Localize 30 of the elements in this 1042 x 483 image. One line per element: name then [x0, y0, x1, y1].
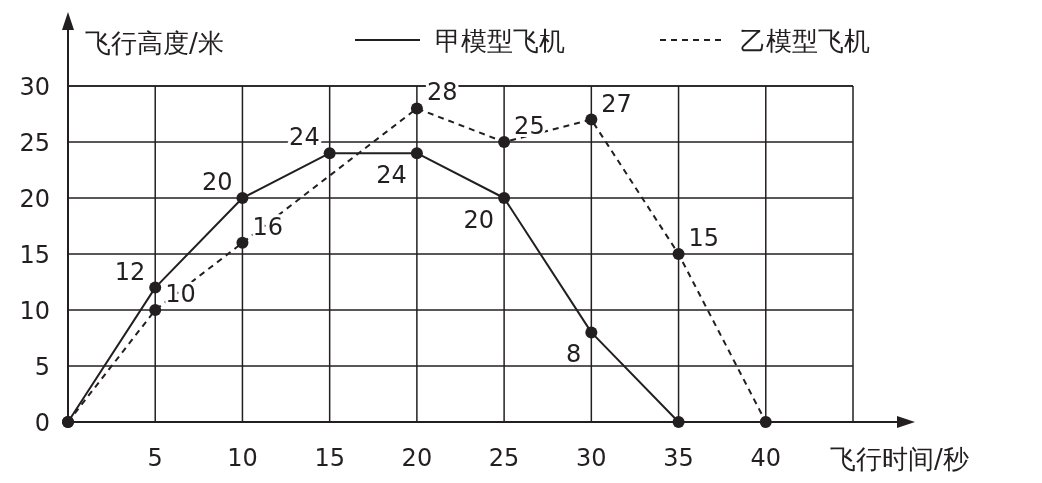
x-tick-label: 10 — [227, 444, 258, 472]
data-label: 15 — [688, 224, 720, 252]
x-tick-label: 25 — [488, 444, 520, 472]
data-label: 10 — [165, 280, 196, 308]
legend-label: 甲模型飞机 — [435, 26, 565, 56]
y-tick-label: 5 — [34, 353, 50, 381]
x-tick-label: 20 — [401, 444, 433, 472]
y-tick-label: 10 — [19, 297, 50, 325]
y-tick-label: 15 — [19, 241, 50, 269]
x-tick-label: 30 — [576, 444, 607, 472]
data-label: 16 — [252, 212, 283, 241]
data-label: 12 — [114, 257, 146, 286]
y-tick-label: 25 — [19, 129, 50, 157]
data-label: 28 — [426, 78, 458, 107]
data-label: 20 — [463, 206, 495, 234]
legend-label: 乙模型飞机 — [740, 26, 870, 56]
y-tick-label: 30 — [19, 73, 50, 101]
data-label: 24 — [376, 161, 407, 190]
x-axis-title: 飞行时间/秒 — [830, 444, 969, 474]
data-label: 20 — [201, 168, 233, 196]
x-tick-label: 40 — [750, 444, 782, 472]
data-label: 8 — [566, 340, 582, 369]
data-label: 27 — [601, 89, 632, 118]
x-tick-label: 15 — [314, 444, 345, 472]
x-tick-label: 35 — [663, 444, 694, 472]
y-axis-title: 飞行高度/米 — [85, 28, 224, 58]
data-label: 25 — [514, 112, 545, 140]
y-tick-label: 0 — [34, 409, 50, 437]
x-tick-label: 5 — [147, 444, 163, 472]
y-tick-label: 20 — [19, 185, 50, 213]
